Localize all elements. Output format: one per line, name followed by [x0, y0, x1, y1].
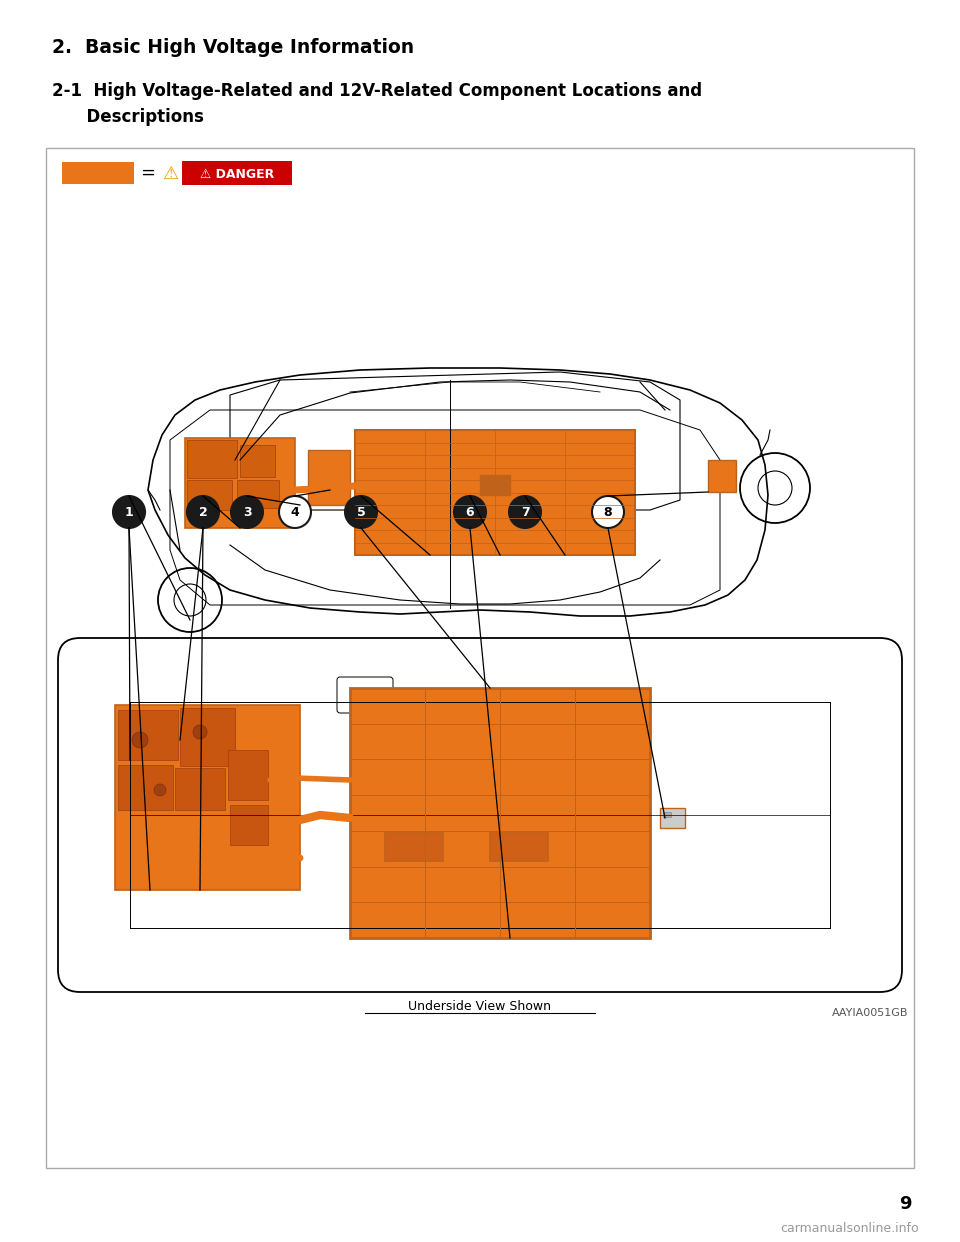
Bar	[350, 688, 650, 938]
Text: 2.  Basic High Voltage Information: 2. Basic High Voltage Information	[52, 39, 414, 57]
Circle shape	[193, 725, 207, 739]
Bar	[118, 710, 178, 760]
Bar	[660, 809, 685, 828]
Circle shape	[509, 496, 541, 528]
FancyBboxPatch shape	[46, 148, 914, 1167]
Circle shape	[154, 784, 166, 796]
Bar	[240, 445, 275, 477]
Circle shape	[279, 496, 311, 528]
Bar	[187, 440, 237, 478]
Circle shape	[231, 496, 263, 528]
Text: 3: 3	[243, 505, 252, 518]
FancyBboxPatch shape	[337, 677, 393, 713]
Bar	[230, 805, 268, 845]
Text: AAYIA0051GB: AAYIA0051GB	[831, 1009, 908, 1018]
Text: 6: 6	[466, 505, 474, 518]
Text: 1: 1	[125, 505, 133, 518]
Bar	[490, 833, 548, 861]
Circle shape	[592, 496, 624, 528]
Text: =: =	[140, 164, 156, 183]
Text: Underside View Shown: Underside View Shown	[409, 1000, 551, 1013]
Bar	[308, 450, 350, 505]
Text: 8: 8	[604, 505, 612, 518]
Text: Descriptions: Descriptions	[52, 108, 204, 125]
Bar	[663, 812, 671, 817]
Text: ⚠: ⚠	[162, 165, 178, 183]
Bar	[180, 708, 235, 766]
Circle shape	[132, 732, 148, 748]
Bar	[187, 479, 232, 510]
Bar	[115, 705, 300, 891]
FancyBboxPatch shape	[58, 638, 902, 992]
Text: 9: 9	[899, 1195, 911, 1213]
Bar	[185, 438, 295, 528]
Circle shape	[454, 496, 486, 528]
Bar	[480, 474, 510, 496]
Text: ⚠ DANGER: ⚠ DANGER	[200, 168, 275, 180]
Text: 7: 7	[520, 505, 529, 518]
Text: 5: 5	[356, 505, 366, 518]
Bar	[708, 460, 736, 492]
Bar	[355, 430, 635, 555]
Bar	[62, 161, 134, 184]
Text: 2: 2	[199, 505, 207, 518]
Bar	[175, 768, 225, 810]
Bar	[385, 833, 443, 861]
Bar	[228, 750, 268, 800]
Circle shape	[113, 496, 145, 528]
Circle shape	[345, 496, 377, 528]
Text: 4: 4	[291, 505, 300, 518]
Bar	[182, 161, 292, 185]
Bar	[118, 765, 173, 810]
Circle shape	[187, 496, 219, 528]
Text: carmanualsonline.info: carmanualsonline.info	[780, 1221, 920, 1235]
Text: 2-1  High Voltage-Related and 12V-Related Component Locations and: 2-1 High Voltage-Related and 12V-Related…	[52, 82, 702, 101]
Bar	[237, 479, 279, 508]
